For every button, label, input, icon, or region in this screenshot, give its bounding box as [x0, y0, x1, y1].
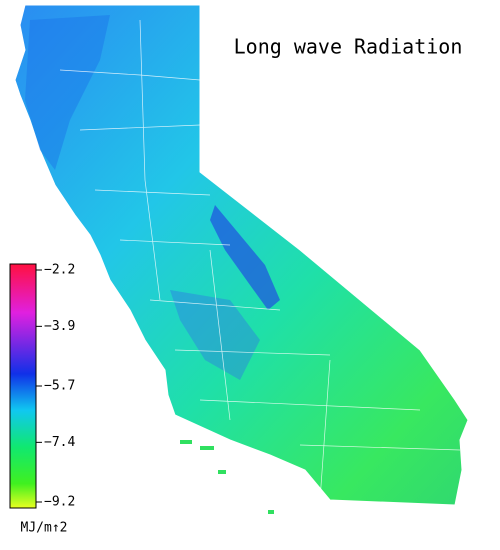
map-title: Long wave Radiation [234, 35, 463, 59]
colorbar-tick-label: −3.9 [44, 319, 75, 334]
sierra-band [210, 205, 280, 310]
islands [180, 440, 274, 514]
colorbar-tick-label: −2.2 [44, 263, 75, 278]
northern-band [25, 15, 110, 170]
colorbar: −2.2 −3.9 −5.7 −7.4 −9.2 [9, 263, 75, 510]
colorbar-tick-label: −7.4 [44, 435, 75, 450]
colorbar-tick-label: −5.7 [44, 379, 75, 394]
california-map [14, 4, 469, 514]
colorbar-tick-label: −9.2 [44, 495, 75, 510]
colorbar-gradient [9, 263, 37, 509]
valley-band [170, 290, 260, 380]
colorbar-unit: MJ/m↑2 [21, 521, 68, 536]
county-lines [59, 19, 461, 501]
